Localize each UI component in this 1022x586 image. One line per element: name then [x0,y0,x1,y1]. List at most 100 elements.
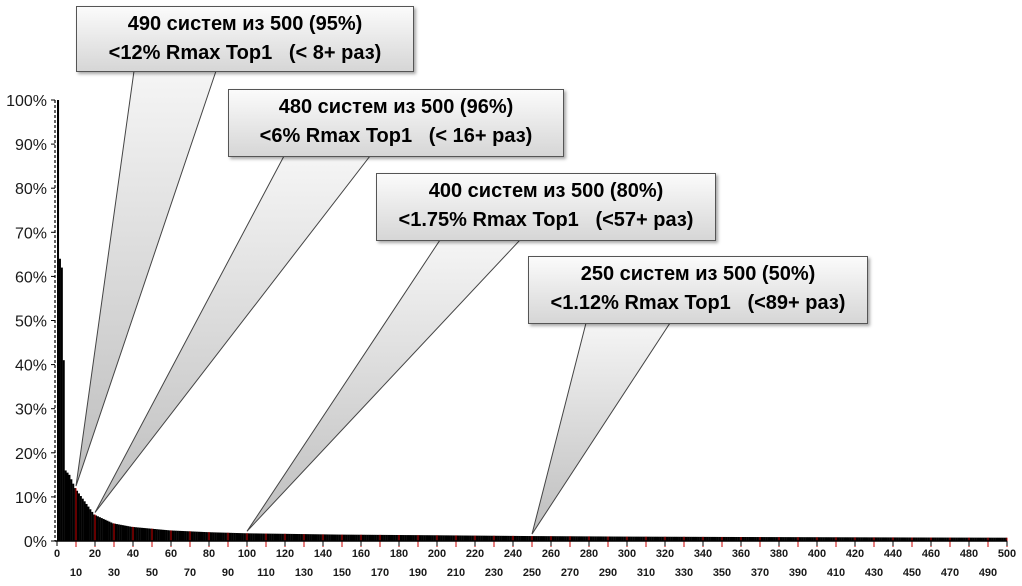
x-tick-label: 120 [276,548,294,560]
bar [712,536,715,541]
bar [241,533,244,541]
bar [792,537,795,541]
bar [475,535,478,541]
bar [57,100,60,541]
bar [486,535,489,541]
bar [199,531,202,541]
bar [167,530,170,541]
bar [454,535,457,541]
x-tick-label: 420 [846,548,864,560]
x-tick-label: 170 [371,567,389,579]
bar [321,534,324,541]
bar [526,536,529,541]
bar [893,537,896,541]
bar [77,493,80,541]
bar [509,535,512,541]
x-tick-label: 430 [865,567,883,579]
bar [967,537,970,541]
bar [993,537,996,541]
callout-line1: 400 систем из 500 (80%) [428,180,664,202]
bar [695,536,698,541]
bar [511,535,514,541]
bar [936,537,939,541]
bar [722,536,725,541]
bar [70,479,73,541]
bar [228,532,231,541]
bar [875,537,878,541]
bar [374,534,377,541]
bar [100,518,103,541]
bar [307,534,310,541]
bar [727,536,730,541]
bar [457,535,460,541]
bar [594,536,597,541]
bar [894,537,897,541]
bar [794,537,797,541]
bar [921,537,924,541]
bar [404,535,407,541]
x-ticks-group: 0 20 40 60 80 100 120 140 160 180 200 220 240 260 280 3… [54,541,1016,579]
bar [864,537,867,541]
bar [207,532,210,541]
bar [896,537,899,541]
bar [927,537,930,541]
bar [760,537,763,541]
bar [974,537,977,541]
callout-line1: 490 систем из 500 (95%) [127,13,363,35]
bar [866,537,869,541]
bar [222,532,225,541]
bar [461,535,464,541]
bar [205,532,208,541]
bar [651,536,654,541]
bar [735,536,738,541]
bar [127,526,130,541]
bar [159,529,162,541]
bar [364,534,367,541]
bar [260,533,263,541]
x-tick-label: 460 [922,548,940,560]
bar [98,517,101,541]
bar [340,534,343,541]
x-tick-label: 380 [770,548,788,560]
bar [224,532,227,541]
bar [653,536,656,541]
bar [807,537,810,541]
bar [562,536,565,541]
bar [376,534,379,541]
bar [659,536,662,541]
bar [366,534,369,541]
bar [752,537,755,541]
bar [315,534,318,541]
callout-line2: <1.75% Rmax Top1 (<57+ раз) [398,209,694,231]
bar [68,474,71,541]
bar [573,536,576,541]
bar [235,533,238,541]
bar [347,534,350,541]
bar [266,533,269,541]
x-tick-label: 300 [618,548,636,560]
bar [305,534,308,541]
bar [273,533,276,541]
bar [290,533,293,541]
bar [351,534,354,541]
bar [874,537,877,541]
bar [575,536,578,541]
bar [169,530,172,541]
bar [549,536,552,541]
bar [731,536,734,541]
bar [427,535,430,541]
bar [267,533,270,541]
bar [76,490,79,541]
bar [704,536,707,541]
bar [248,533,251,541]
bar [336,534,339,541]
bar [851,537,854,541]
bar [815,537,818,541]
bar [839,537,842,541]
bar [104,519,107,541]
x-tick-label: 160 [352,548,370,560]
x-tick-label: 330 [675,567,693,579]
bar [581,536,584,541]
bar [642,536,645,541]
